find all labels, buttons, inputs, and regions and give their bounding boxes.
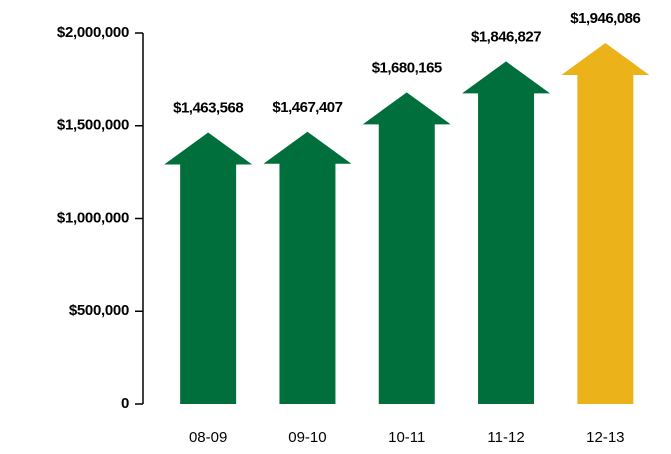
arrow-bar: [164, 132, 253, 405]
arrow-bar: [362, 92, 451, 404]
arrow-bar: [462, 61, 551, 404]
value-label: $1,467,407: [272, 99, 342, 116]
x-tick-label: 11-12: [487, 429, 524, 446]
value-label: $1,680,165: [372, 59, 442, 76]
value-label: $1,946,086: [570, 10, 640, 27]
y-tick-label: $1,000,000: [57, 209, 129, 226]
value-label: $1,846,827: [471, 28, 541, 45]
arrow-bar: [561, 43, 650, 405]
y-tick-label: $500,000: [69, 302, 129, 319]
y-tick-label: 0: [121, 395, 129, 412]
x-tick-label: 12-13: [586, 429, 624, 446]
y-tick-label: $2,000,000: [57, 24, 129, 41]
x-tick-label: 09-10: [288, 429, 326, 446]
x-tick-label: 10-11: [388, 429, 425, 446]
x-tick-label: 08-09: [189, 429, 227, 446]
value-label: $1,463,568: [173, 99, 243, 116]
y-tick-label: $1,500,000: [57, 117, 129, 134]
arrow-bar: [263, 131, 352, 404]
